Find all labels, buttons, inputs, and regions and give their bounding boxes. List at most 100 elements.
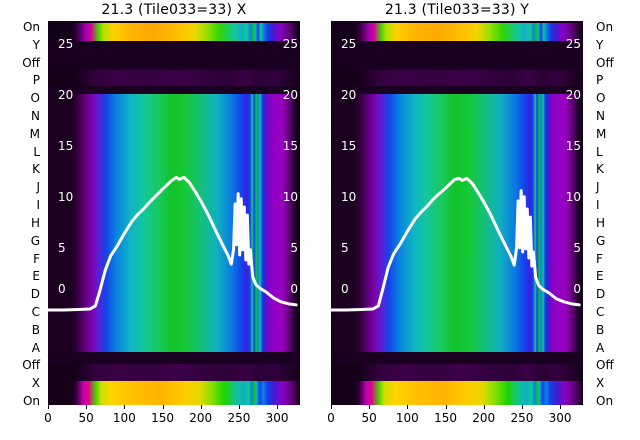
x-tick-mark-200 (483, 405, 485, 409)
band-gap-1 (48, 41, 300, 70)
category-label-a: A (596, 340, 605, 355)
x-tick-label-100: 100 (395, 411, 419, 425)
x-tick-label-150: 150 (151, 411, 174, 425)
band-faint-1 (331, 70, 583, 86)
band-faint-2 (48, 364, 300, 381)
category-label-e: E (32, 269, 40, 284)
band-top-strip (48, 23, 300, 41)
heatmap-image-x (48, 21, 300, 405)
category-label-x: X (31, 376, 40, 391)
x-axis-left: 0 50 100 150 200 250 300 (44, 405, 300, 435)
ytick-right-15: 15 (282, 139, 298, 153)
ytick-left-15: 15 (341, 139, 357, 153)
band-gap-3 (331, 352, 583, 364)
x-tick-label-0: 0 (44, 411, 52, 425)
curve-path (48, 175, 298, 312)
category-label-c: C (31, 304, 40, 319)
x-tick-mark-100 (124, 405, 126, 409)
ytick-left-25: 25 (341, 37, 357, 51)
ytick-right-20: 20 (282, 88, 298, 102)
ytick-left-0: 0 (58, 282, 66, 296)
category-label-i: I (596, 198, 600, 213)
heatmap-panel-y[interactable]: 25 20 15 10 5 0 25 20 15 10 5 0 (331, 21, 583, 405)
x-tick-label-300: 300 (548, 411, 572, 425)
category-label-on: On (596, 20, 614, 34)
category-label-x: X (596, 376, 605, 391)
ytick-right-0: 0 (573, 282, 581, 296)
x-tick-mark-50 (86, 405, 88, 409)
x-axis-right: 0 50 100 150 200 250 300 (327, 405, 583, 435)
category-label-on: On (596, 394, 614, 408)
x-tick-label-50: 50 (78, 411, 94, 425)
band-gap-1 (331, 41, 583, 70)
category-labels-left: On Y Off P O N M L K J I H G F E D C B A Off X On (2, 20, 46, 408)
ytick-left-20: 20 (58, 88, 74, 102)
category-label-n: N (596, 109, 605, 124)
category-label-j: J (596, 180, 600, 195)
category-label-l: L (33, 144, 40, 159)
category-label-p: P (32, 73, 40, 88)
x-tick-label-200: 200 (472, 411, 496, 425)
ytick-right-15: 15 (565, 139, 581, 153)
category-label-h: H (30, 215, 40, 230)
band-top-strip (331, 23, 583, 41)
category-label-h: H (596, 215, 606, 230)
category-labels-right: On Y Off P O N M L K J I H G F E D C B A Off X On (592, 20, 636, 408)
ytick-right-25: 25 (565, 37, 581, 51)
ytick-right-10: 10 (565, 190, 581, 204)
x-tick-label-150: 150 (434, 411, 457, 425)
category-label-o: O (30, 91, 40, 106)
x-tick-mark-0 (48, 405, 49, 409)
ytick-left-5: 5 (341, 241, 349, 255)
x-tick-label-250: 250 (510, 411, 534, 425)
x-tick-label-300: 300 (265, 411, 289, 425)
x-tick-label-200: 200 (189, 411, 213, 425)
category-label-b: B (31, 322, 40, 337)
category-label-c: C (596, 304, 605, 319)
heatmap-panel-x[interactable]: 25 20 15 10 5 0 25 20 15 10 5 0 (48, 21, 300, 405)
category-label-g: G (596, 233, 606, 248)
category-label-on: On (22, 394, 40, 408)
x-tick-mark-250 (521, 405, 523, 409)
category-label-i: I (36, 198, 40, 213)
ytick-left-5: 5 (58, 241, 66, 255)
category-label-f: F (596, 251, 603, 266)
ytick-right-10: 10 (282, 190, 298, 204)
category-label-off: Off (596, 55, 614, 70)
band-faint-2 (331, 364, 583, 381)
x-tick-mark-200 (200, 405, 202, 409)
band-bottom-strip (331, 381, 583, 405)
x-tick-mark-300 (277, 405, 279, 409)
category-label-off: Off (22, 358, 40, 373)
band-bottom-strip (48, 381, 300, 405)
category-label-j: J (36, 180, 40, 195)
x-tick-mark-150 (445, 405, 447, 409)
ytick-left-15: 15 (58, 139, 74, 153)
ytick-left-20: 20 (341, 88, 357, 102)
band-gap-2 (331, 86, 583, 94)
ytick-left-25: 25 (58, 37, 74, 51)
category-label-n: N (31, 109, 40, 124)
x-tick-mark-150 (162, 405, 164, 409)
x-tick-label-100: 100 (112, 411, 136, 425)
category-label-d: D (596, 287, 606, 302)
category-label-k: K (32, 162, 40, 177)
x-tick-label-50: 50 (361, 411, 377, 425)
ytick-right-20: 20 (565, 88, 581, 102)
category-label-on: On (22, 20, 40, 34)
category-label-o: O (596, 91, 606, 106)
ytick-right-5: 5 (573, 241, 581, 255)
panel-title-left: 21.3 (Tile033=33) X (101, 2, 247, 18)
category-label-y: Y (32, 37, 40, 52)
category-label-g: G (30, 233, 40, 248)
x-tick-label-250: 250 (227, 411, 251, 425)
category-label-m: M (596, 126, 607, 141)
category-label-p: P (596, 73, 604, 88)
band-gap-2 (48, 86, 300, 94)
profile-curve-y (331, 176, 581, 312)
category-label-d: D (30, 287, 40, 302)
ytick-left-10: 10 (58, 190, 74, 204)
category-label-l: L (596, 144, 603, 159)
category-label-m: M (29, 126, 40, 141)
